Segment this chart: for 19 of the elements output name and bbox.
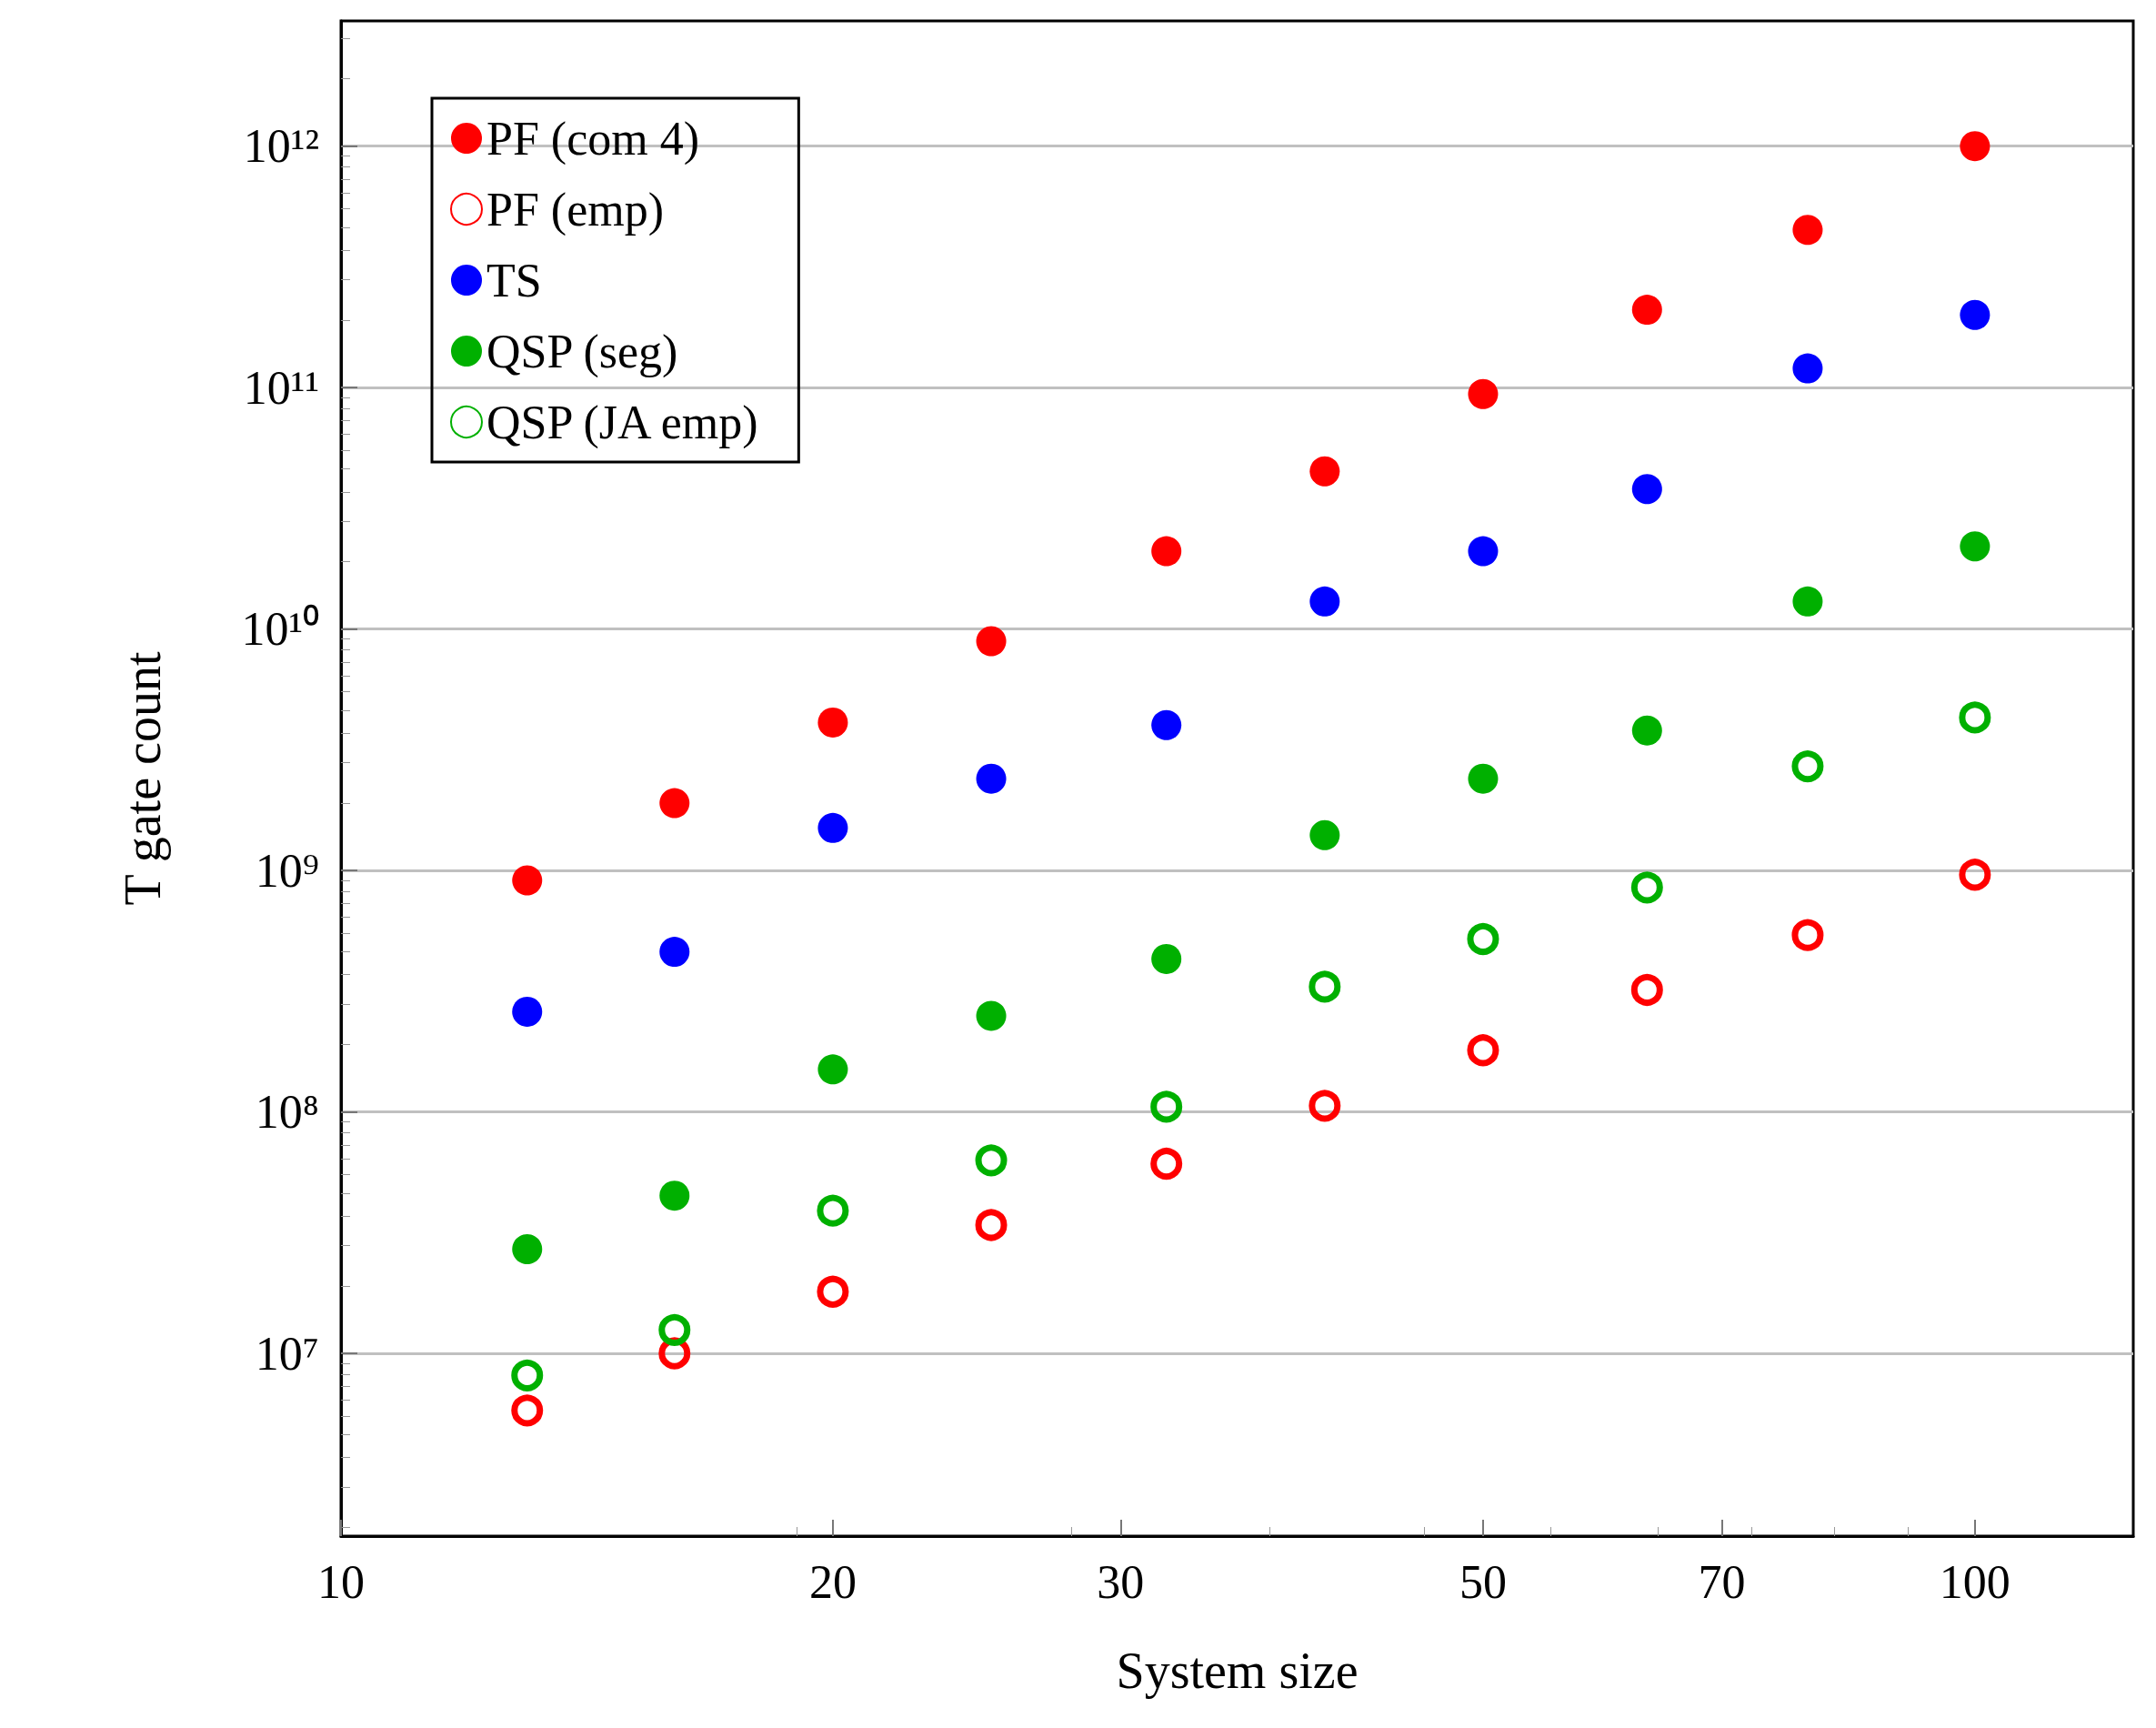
legend-label: TS	[486, 254, 542, 306]
legend-label: QSP (JA emp)	[486, 396, 758, 449]
y-tick-label: 10¹¹	[243, 361, 319, 414]
x-tick-label: 100	[1939, 1555, 2011, 1608]
legend-label: PF (com 4)	[486, 112, 699, 166]
y-axis-title: T gate count	[115, 651, 171, 906]
legend-label: PF (emp)	[486, 183, 664, 236]
x-tick-label: 20	[808, 1555, 857, 1608]
x-tick-label: 30	[1097, 1555, 1145, 1608]
x-tick-label: 70	[1698, 1555, 1746, 1608]
x-tick-label: 10	[317, 1555, 365, 1608]
y-tick-label: 10⁹	[255, 844, 319, 897]
y-tick-label: 10⁸	[255, 1086, 319, 1139]
y-tick-label: 10⁷	[255, 1327, 319, 1380]
x-axis-title: System size	[1116, 1643, 1359, 1699]
legend-label: QSP (seg)	[486, 325, 678, 378]
x-tick-label: 50	[1459, 1555, 1507, 1608]
y-tick-label: 10¹²	[243, 120, 319, 173]
y-tick-label: 10¹⁰	[241, 603, 319, 656]
